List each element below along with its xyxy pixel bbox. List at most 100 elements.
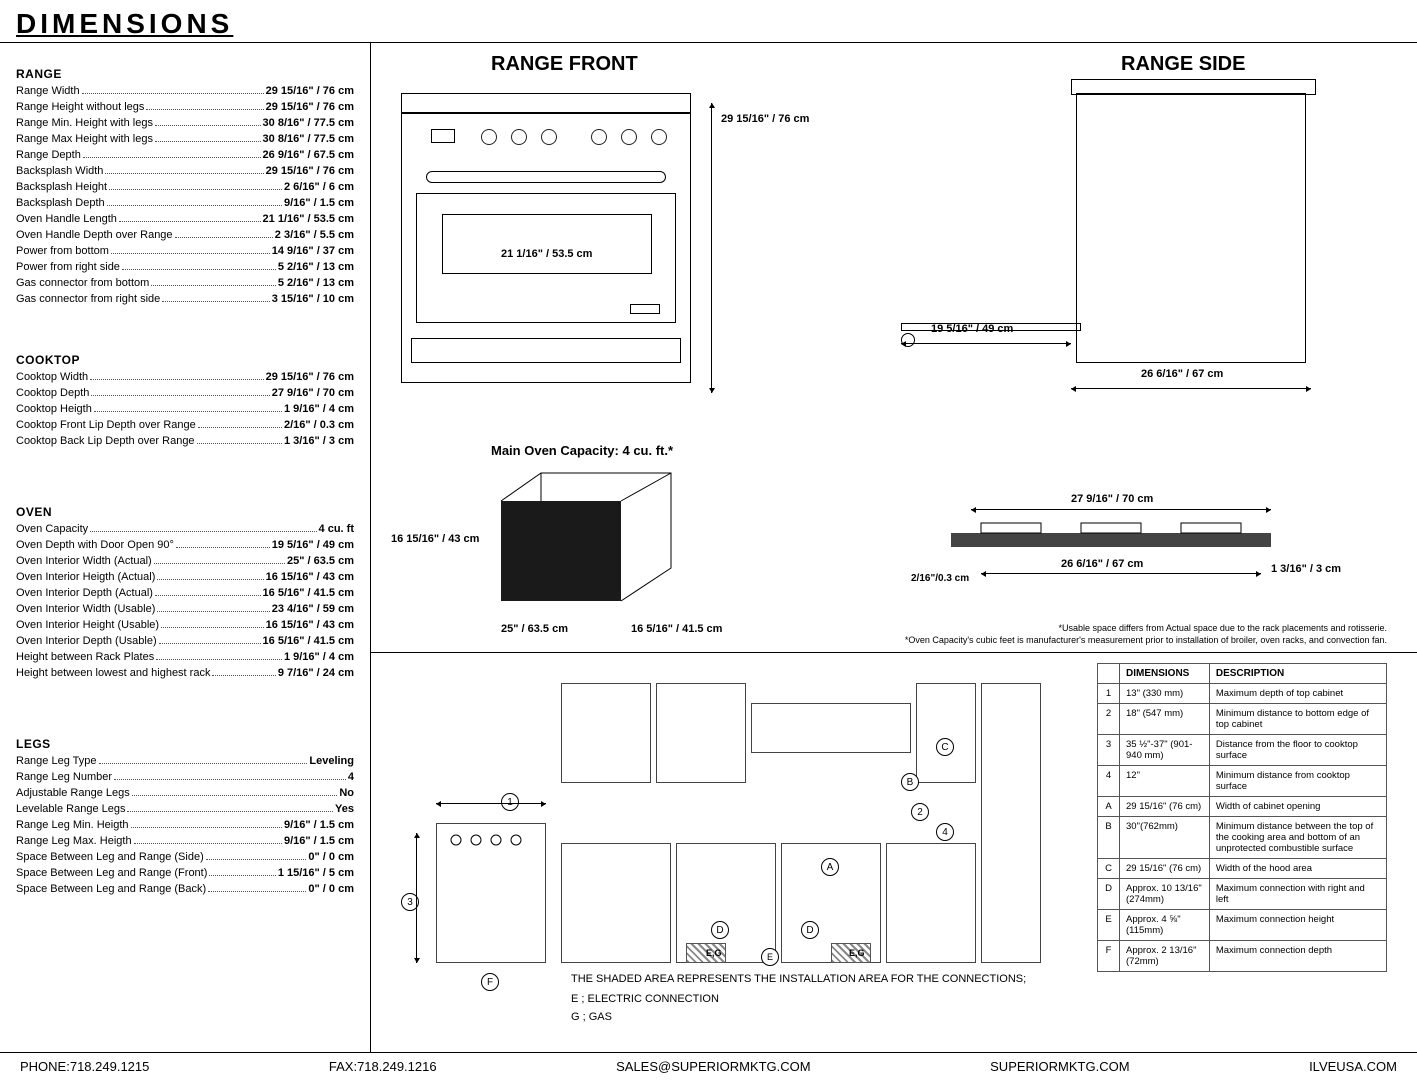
spec-label: Range Depth — [16, 147, 81, 163]
table-head-desc: DESCRIPTION — [1209, 664, 1386, 684]
table-row: EApprox. 4 ⅝" (115mm)Maximum connection … — [1098, 910, 1387, 941]
dimensions-table: DIMENSIONS DESCRIPTION 113" (330 mm)Maxi… — [1097, 663, 1387, 972]
spec-row: Range Max Height with legs30 8/16" / 77.… — [16, 131, 354, 147]
spec-label: Backsplash Width — [16, 163, 103, 179]
oven-w-label: 25" / 63.5 cm — [501, 623, 568, 635]
spec-label: Cooktop Front Lip Depth over Range — [16, 417, 196, 433]
spec-label: Gas connector from right side — [16, 291, 160, 307]
spec-label: Space Between Leg and Range (Side) — [16, 849, 204, 865]
spec-label: Height between lowest and highest rack — [16, 665, 210, 681]
spec-row: Cooktop Depth27 9/16" / 70 cm — [16, 385, 354, 401]
spec-row: Oven Interior Width (Actual)25" / 63.5 c… — [16, 553, 354, 569]
spec-value: 19 5/16" / 49 cm — [272, 537, 354, 553]
spec-label: Oven Interior Heigth (Actual) — [16, 569, 155, 585]
spec-label: Cooktop Width — [16, 369, 88, 385]
spec-value: 1 15/16" / 5 cm — [278, 865, 354, 881]
spec-value: 26 9/16" / 67.5 cm — [263, 147, 354, 163]
table-row: 412"Minimum distance from cooktop surfac… — [1098, 766, 1387, 797]
spec-row: Range Leg Min. Heigth9/16" / 1.5 cm — [16, 817, 354, 833]
spec-row: Space Between Leg and Range (Front) 1 15/… — [16, 865, 354, 881]
footer-phone: PHONE:718.249.1215 — [20, 1059, 149, 1074]
spec-row: Gas connector from bottom5 2/16" / 13 cm — [16, 275, 354, 291]
spec-row: Range Width29 15/16" / 76 cm — [16, 83, 354, 99]
spec-label: Range Leg Max. Heigth — [16, 833, 132, 849]
spec-value: 16 15/16" / 43 cm — [266, 569, 354, 585]
spec-label: Oven Interior Height (Usable) — [16, 617, 159, 633]
spec-row: Space Between Leg and Range (Side)0" / 0… — [16, 849, 354, 865]
spec-row: Cooktop Heigth 1 9/16" / 4 cm — [16, 401, 354, 417]
spec-label: Oven Interior Depth (Usable) — [16, 633, 157, 649]
spec-value: 29 15/16" / 76 cm — [266, 99, 354, 115]
spec-label: Cooktop Heigth — [16, 401, 92, 417]
spec-label: Backsplash Height — [16, 179, 107, 195]
spec-row: Height between Rack Plates1 9/16" / 4 cm — [16, 649, 354, 665]
spec-value: 16 5/16" / 41.5 cm — [263, 633, 354, 649]
spec-label: Space Between Leg and Range (Back) — [16, 881, 206, 897]
spec-label: Adjustable Range Legs — [16, 785, 130, 801]
spec-value: 9/16" / 1.5 cm — [284, 833, 354, 849]
spec-label: Power from bottom — [16, 243, 109, 259]
front-handle-label: 21 1/16" / 53.5 cm — [501, 248, 592, 260]
footer-email: SALES@SUPERIORMKTG.COM — [616, 1059, 811, 1074]
spec-row: Backsplash Depth9/16" / 1.5 cm — [16, 195, 354, 211]
spec-value: 9/16" / 1.5 cm — [284, 817, 354, 833]
spec-value: 23 4/16" / 59 cm — [272, 601, 354, 617]
spec-label: Height between Rack Plates — [16, 649, 154, 665]
spec-value: 3 15/16" / 10 cm — [272, 291, 354, 307]
spec-value: 29 15/16" / 76 cm — [266, 369, 354, 385]
oven-h-label: 16 15/16" / 43 cm — [391, 533, 479, 545]
oven-d-label: 16 5/16" / 41.5 cm — [631, 623, 722, 635]
spec-value: 5 2/16" / 13 cm — [278, 259, 354, 275]
section-heading-cooktop: COOKTOP — [16, 353, 354, 367]
spec-value: 25" / 63.5 cm — [287, 553, 354, 569]
spec-row: Backsplash Height2 6/16" / 6 cm — [16, 179, 354, 195]
spec-label: Cooktop Back Lip Depth over Range — [16, 433, 195, 449]
range-front-title: RANGE FRONT — [491, 53, 638, 76]
spec-row: Oven Interior Height (Usable) 16 15/16" /… — [16, 617, 354, 633]
spec-value: 1 9/16" / 4 cm — [284, 401, 354, 417]
spec-label: Oven Capacity — [16, 521, 88, 537]
spec-value: No — [339, 785, 354, 801]
cooktop-diagram — [951, 513, 1291, 593]
range-front-diagram — [401, 93, 691, 393]
page-title: DIMENSIONS — [0, 0, 1417, 42]
table-row: FApprox. 2 13/16" (72mm)Maximum connecti… — [1098, 941, 1387, 972]
spec-row: Oven Interior Heigth (Actual) 16 15/16" /… — [16, 569, 354, 585]
spec-value: 4 cu. ft — [319, 521, 354, 537]
section-heading-oven: OVEN — [16, 505, 354, 519]
footer-site1: SUPERIORMKTG.COM — [990, 1059, 1129, 1074]
spec-label: Space Between Leg and Range (Front) — [16, 865, 207, 881]
spec-value: 16 15/16" / 43 cm — [266, 617, 354, 633]
table-row: DApprox. 10 13/16" (274mm)Maximum connec… — [1098, 879, 1387, 910]
spec-value: 29 15/16" / 76 cm — [266, 83, 354, 99]
side-depth-label: 26 6/16" / 67 cm — [1141, 368, 1223, 380]
spec-row: Range Min. Height with legs30 8/16" / 77… — [16, 115, 354, 131]
spec-column: RANGE Range Width29 15/16" / 76 cmRange H… — [0, 43, 370, 1053]
spec-row: Oven Interior Depth (Usable) 16 5/16" / 4… — [16, 633, 354, 649]
spec-value: 0" / 0 cm — [308, 881, 354, 897]
spec-row: Space Between Leg and Range (Back) 0" / 0… — [16, 881, 354, 897]
footer-fax: FAX:718.249.1216 — [329, 1059, 437, 1074]
section-heading-range: RANGE — [16, 67, 354, 81]
spec-label: Power from right side — [16, 259, 120, 275]
oven-cube-diagram — [501, 473, 681, 613]
spec-row: Range Height without legs29 15/16" / 76 … — [16, 99, 354, 115]
spec-value: 30 8/16" / 77.5 cm — [263, 115, 354, 131]
footer: PHONE:718.249.1215 FAX:718.249.1216 SALE… — [0, 1052, 1417, 1080]
spec-row: Range Leg TypeLeveling — [16, 753, 354, 769]
spec-value: 29 15/16" / 76 cm — [266, 163, 354, 179]
spec-label: Oven Interior Width (Usable) — [16, 601, 155, 617]
spec-row: Height between lowest and highest rack 9 … — [16, 665, 354, 681]
spec-label: Oven Depth with Door Open 90° — [16, 537, 174, 553]
spec-value: 21 1/16" / 53.5 cm — [263, 211, 354, 227]
spec-value: 9 7/16" / 24 cm — [278, 665, 354, 681]
spec-label: Gas connector from bottom — [16, 275, 149, 291]
footnote-1: *Usable space differs from Actual space … — [787, 623, 1387, 633]
ct-width-label: 27 9/16" / 70 cm — [1071, 493, 1153, 505]
spec-label: Backsplash Depth — [16, 195, 105, 211]
spec-row: Oven Interior Depth (Actual)16 5/16" / 4… — [16, 585, 354, 601]
front-height-label: 29 15/16" / 76 cm — [721, 113, 809, 125]
spec-value: 16 5/16" / 41.5 cm — [263, 585, 354, 601]
ct-front-label: 2/16"/0.3 cm — [911, 573, 969, 584]
spec-row: Gas connector from right side 3 15/16" / … — [16, 291, 354, 307]
